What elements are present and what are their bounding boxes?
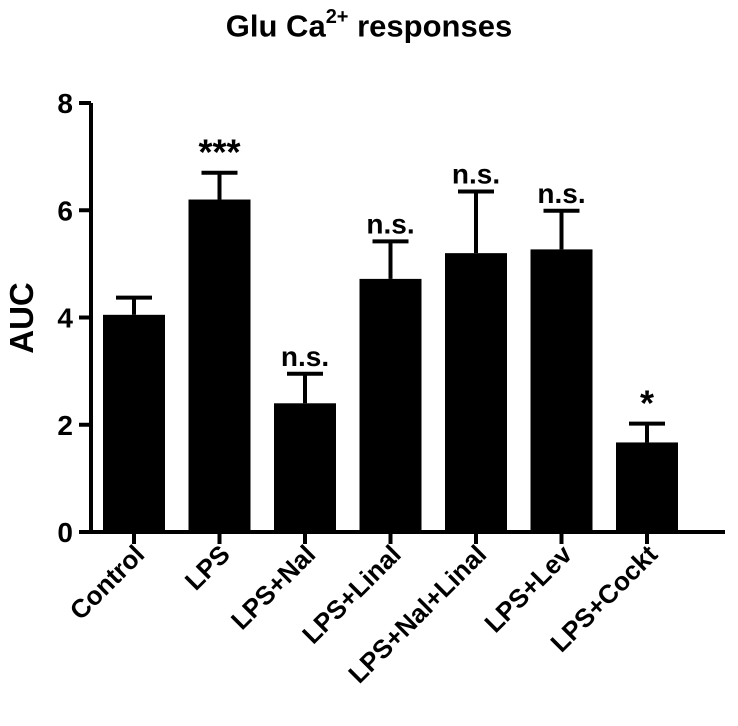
- significance-label-5: n.s.: [537, 178, 585, 209]
- chart-title-suffix: responses: [348, 8, 513, 44]
- significance-label-6: *: [640, 383, 654, 424]
- bar-3: [359, 278, 422, 532]
- y-tick-label-4: 8: [57, 88, 73, 119]
- y-tick-label-2: 4: [57, 303, 73, 334]
- bar-4: [445, 253, 507, 532]
- y-tick-label-0: 0: [57, 517, 73, 548]
- x-axis: Control LPSLPS+NalLPS+LinalLPS+Nal+LinalL…: [64, 530, 725, 689]
- significance-label-3: n.s.: [366, 208, 414, 239]
- chart-title-prefix: Glu Ca: [225, 8, 326, 44]
- bar-6: [616, 442, 678, 532]
- x-tick-label-1: LPS: [179, 539, 236, 596]
- chart-title: Glu Ca2+ responses: [0, 6, 738, 44]
- bar-2: [274, 403, 336, 532]
- bars: *** n.s. n.s. n.s. n.s. *: [103, 132, 678, 533]
- y-axis-label: AUC: [3, 282, 40, 354]
- significance-label-2: n.s.: [281, 341, 329, 372]
- y-axis: 0 2 4 6 8: [57, 88, 93, 548]
- x-tick-label-0: Control: [64, 539, 151, 626]
- chart-title-superscript: 2+: [325, 6, 349, 28]
- bar-5: [530, 249, 593, 533]
- significance-label-1: ***: [198, 132, 240, 173]
- y-tick-label-1: 2: [57, 410, 73, 441]
- y-tick-label-3: 6: [57, 195, 73, 226]
- bar-0: [103, 314, 165, 532]
- bar-1: [188, 199, 251, 532]
- significance-label-4: n.s.: [452, 158, 500, 189]
